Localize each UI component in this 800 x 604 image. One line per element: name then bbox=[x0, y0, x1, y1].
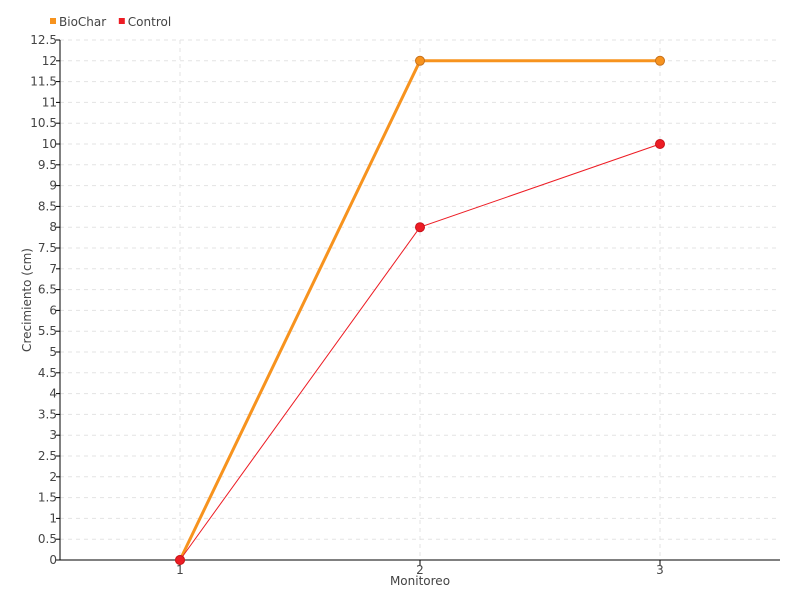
y-tick-label: 5.5 bbox=[38, 324, 57, 338]
y-tick-label: 2 bbox=[49, 470, 57, 484]
y-tick-label: 8.5 bbox=[38, 199, 57, 213]
y-tick-label: 6.5 bbox=[38, 283, 57, 297]
y-tick-label: 2.5 bbox=[38, 449, 57, 463]
data-point-control bbox=[175, 555, 185, 565]
legend-swatch-biochar bbox=[50, 18, 56, 24]
y-axis-label: Crecimiento (cm) bbox=[20, 248, 34, 352]
y-tick-label: 11.5 bbox=[30, 75, 57, 89]
y-tick-label: 12.5 bbox=[30, 33, 57, 47]
data-point-biochar bbox=[415, 55, 425, 66]
y-tick-label: 3 bbox=[49, 428, 57, 442]
y-tick-label: 0 bbox=[49, 553, 57, 567]
y-tick-label: 5 bbox=[49, 345, 57, 359]
y-tick-label: 6 bbox=[49, 303, 57, 317]
y-tick-label: 11 bbox=[42, 95, 57, 109]
y-tick-label: 1.5 bbox=[38, 491, 57, 505]
data-point-control bbox=[415, 222, 425, 233]
y-tick-label: 7 bbox=[49, 262, 57, 276]
series bbox=[175, 55, 665, 565]
y-tick-label: 4.5 bbox=[38, 366, 57, 380]
data-point-control bbox=[655, 139, 665, 149]
axes: 00.511.522.533.544.555.566.577.588.599.5… bbox=[30, 33, 780, 577]
legend-swatch-control bbox=[118, 18, 125, 24]
y-tick-label: 9 bbox=[49, 179, 57, 193]
data-point-biochar bbox=[655, 55, 665, 66]
y-tick-label: 8 bbox=[49, 220, 57, 234]
y-tick-label: 3.5 bbox=[38, 407, 57, 421]
y-tick-label: 12 bbox=[42, 54, 57, 68]
y-tick-label: 9.5 bbox=[38, 158, 57, 172]
x-tick-label: 1 bbox=[176, 563, 184, 577]
legend-label-control: Control bbox=[128, 15, 171, 29]
x-tick-label: 3 bbox=[656, 563, 664, 577]
y-tick-label: 10 bbox=[42, 137, 57, 151]
y-tick-label: 10.5 bbox=[30, 116, 57, 130]
y-tick-label: 1 bbox=[49, 511, 57, 525]
x-tick-label: 2 bbox=[416, 563, 424, 577]
y-tick-label: 0.5 bbox=[38, 532, 57, 546]
y-tick-label: 4 bbox=[49, 387, 57, 401]
x-axis-label: Monitoreo bbox=[390, 574, 450, 588]
y-tick-label: 7.5 bbox=[38, 241, 57, 255]
grid bbox=[60, 39, 780, 560]
legend-label-biochar: BioChar bbox=[59, 15, 106, 29]
legend[interactable]: BioChar Control bbox=[50, 15, 171, 29]
